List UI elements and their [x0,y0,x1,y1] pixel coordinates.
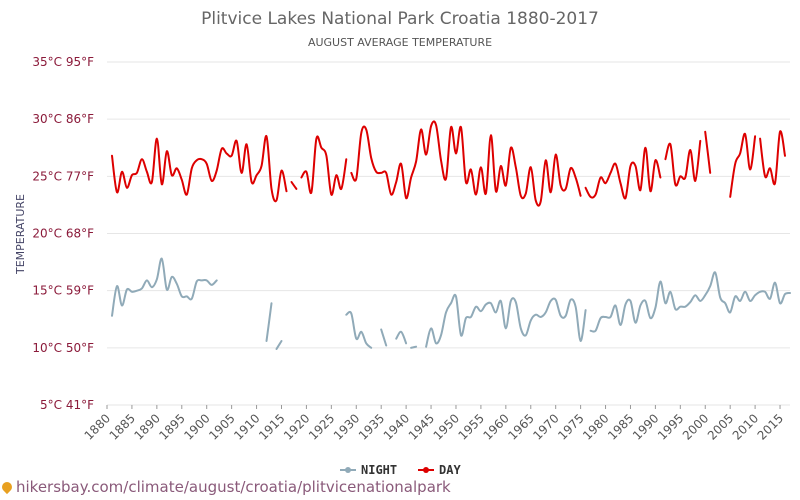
night-series-line [111,257,218,317]
day-legend-marker [423,467,429,473]
night-series-line [395,330,408,345]
x-tick-label: 1985 [605,411,636,442]
x-tick-label: 1990 [630,411,661,442]
day-series-line [290,181,298,190]
x-tick-label: 1925 [306,411,337,442]
y-axis-ticks: 5°C 41°F 10°C 50°F 15°C 59°F 20°C 68°F 25°C … [32,55,94,412]
night-legend-label: NIGHT [361,463,397,477]
x-tick-label: 1960 [480,411,511,442]
night-series-line [265,302,273,342]
day-series-line [729,132,757,198]
night-legend-marker [345,467,351,473]
day-series-line [759,130,786,186]
y-tick-label: 20°C 68°F [32,227,94,241]
x-axis-ticks: 1880188518901895190019051910191519201925… [82,405,786,443]
x-tick-label: 1880 [82,411,113,442]
x-tick-label: 1905 [206,411,237,442]
x-tick-label: 1895 [156,411,187,442]
night-series-line [275,340,283,350]
night-series-line [410,345,418,349]
x-tick-label: 1945 [406,411,437,442]
day-series-line [111,135,288,203]
watermark-text: hikersbay.com/climate/august/croatia/pli… [16,478,451,496]
chart-title: Plitvice Lakes National Park Croatia 188… [201,9,599,29]
x-tick-label: 1930 [331,411,362,442]
x-tick-label: 2000 [680,411,711,442]
x-tick-label: 2010 [730,411,761,442]
chart-subtitle: AUGUST AVERAGE TEMPERATURE [308,36,492,49]
grid-lines [107,61,790,406]
x-tick-label: 1885 [107,411,138,442]
y-tick-label: 35°C 95°F [32,55,94,69]
series-lines [111,120,791,350]
legend: NIGHT DAY [340,463,461,477]
x-tick-label: 1995 [655,411,686,442]
y-axis-title: TEMPERATURE [14,194,27,275]
x-tick-label: 1900 [181,411,212,442]
y-tick-label: 15°C 59°F [32,284,94,298]
night-series-line [425,293,587,348]
x-tick-label: 1975 [555,411,586,442]
day-series-line [584,146,662,200]
y-tick-label: 25°C 77°F [32,169,94,183]
x-tick-label: 2015 [755,411,786,442]
day-series-line [300,135,348,196]
night-series-line [345,310,373,349]
x-tick-label: 1890 [131,411,162,442]
night-series-line [380,328,388,347]
y-tick-label: 30°C 86°F [32,112,94,126]
day-series-line [350,120,582,207]
x-tick-label: 1965 [505,411,536,442]
legend-item-day[interactable]: DAY [418,463,461,477]
x-tick-label: 1940 [381,411,412,442]
y-tick-label: 5°C 41°F [40,398,94,412]
x-tick-label: 1915 [256,411,287,442]
map-pin-icon [0,479,15,495]
temperature-chart: Plitvice Lakes National Park Croatia 188… [14,9,791,477]
day-series-line [664,139,702,187]
x-tick-label: 1980 [580,411,611,442]
x-tick-label: 1950 [431,411,462,442]
source-watermark[interactable]: hikersbay.com/climate/august/croatia/pli… [0,478,451,496]
x-tick-label: 1920 [281,411,312,442]
x-tick-label: 2005 [705,411,736,442]
night-series-line [589,271,791,333]
x-tick-label: 1970 [530,411,561,442]
day-series-line [704,130,712,174]
x-tick-label: 1935 [356,411,387,442]
legend-item-night[interactable]: NIGHT [340,463,397,477]
x-tick-label: 1955 [456,411,487,442]
x-tick-label: 1910 [231,411,262,442]
y-tick-label: 10°C 50°F [32,341,94,355]
day-legend-label: DAY [439,463,461,477]
